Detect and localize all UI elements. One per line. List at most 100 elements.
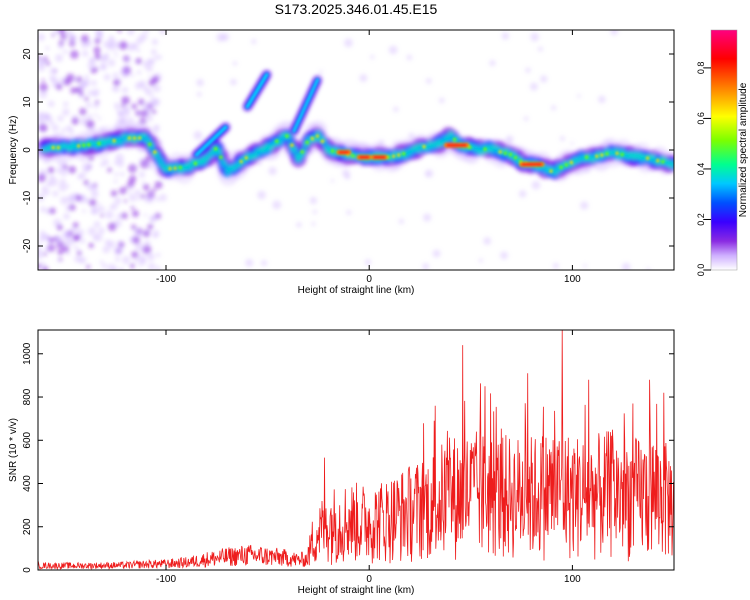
noise-blob bbox=[145, 114, 153, 122]
heatmap-core-layer bbox=[51, 72, 665, 173]
noise-blob bbox=[121, 108, 131, 118]
branch-core bbox=[223, 124, 228, 130]
noise-blob bbox=[115, 153, 124, 163]
noise-blob bbox=[143, 213, 147, 217]
noise-blob bbox=[65, 125, 72, 132]
noise-blob bbox=[38, 55, 41, 61]
colorbar-tick-label: 0.6 bbox=[696, 112, 706, 125]
ridge-core bbox=[112, 138, 116, 143]
noise-blob bbox=[113, 102, 120, 109]
ridge-core bbox=[351, 153, 355, 158]
ridge-band bbox=[124, 138, 129, 143]
noise-blob bbox=[52, 190, 59, 197]
noise-blob bbox=[112, 41, 120, 49]
noise-blob bbox=[114, 256, 121, 262]
ridge-band bbox=[253, 151, 259, 156]
noise-blob bbox=[59, 167, 69, 177]
noise-blob bbox=[99, 260, 104, 264]
noise-blob bbox=[72, 234, 80, 242]
noise-blob bbox=[75, 194, 82, 202]
noise-blob bbox=[149, 98, 159, 108]
noise-blob bbox=[100, 65, 106, 71]
noise-blob bbox=[570, 141, 574, 145]
noise-blob bbox=[478, 258, 483, 263]
noise-blob bbox=[65, 205, 72, 212]
noise-blob bbox=[43, 252, 47, 257]
ridge-core bbox=[569, 160, 574, 165]
noise-blob bbox=[55, 83, 63, 91]
ridge-band bbox=[164, 168, 169, 173]
noise-blob bbox=[148, 58, 156, 66]
noise-blob bbox=[74, 255, 81, 263]
noise-blob bbox=[87, 61, 97, 71]
noise-blob bbox=[49, 238, 54, 243]
noise-blob bbox=[438, 97, 445, 104]
snr-series-line bbox=[38, 330, 674, 570]
ridge-band bbox=[146, 138, 151, 144]
noise-blob bbox=[88, 198, 97, 207]
noise-blob bbox=[41, 78, 45, 83]
noise-blob bbox=[66, 184, 70, 188]
noise-blob bbox=[131, 210, 139, 218]
noise-blob bbox=[42, 266, 49, 270]
noise-blob bbox=[120, 212, 128, 220]
noise-blob bbox=[122, 255, 131, 265]
noise-blob bbox=[135, 57, 142, 65]
ridge-band bbox=[413, 147, 418, 152]
noise-blob bbox=[131, 103, 138, 110]
noise-blob bbox=[147, 262, 156, 270]
ridge-band bbox=[477, 147, 482, 151]
x-tick-label: -100 bbox=[156, 574, 176, 585]
noise-blob bbox=[72, 222, 79, 229]
ridge-band bbox=[509, 155, 515, 161]
colorbar-gradient bbox=[710, 29, 738, 271]
noise-blob bbox=[38, 112, 44, 118]
ridge-band bbox=[156, 157, 162, 162]
noise-blob bbox=[134, 259, 138, 263]
y-tick-label: 200 bbox=[22, 518, 33, 535]
noise-blob bbox=[119, 187, 127, 195]
ridge-core bbox=[290, 143, 294, 147]
y-tick-label: 800 bbox=[22, 388, 33, 405]
noise-blob bbox=[48, 174, 55, 181]
noise-blob bbox=[81, 50, 89, 57]
noise-blob bbox=[432, 249, 441, 258]
noise-blob bbox=[114, 172, 119, 177]
noise-blob bbox=[60, 196, 69, 205]
ridge-core bbox=[178, 165, 183, 170]
noise-blob bbox=[70, 50, 79, 59]
noise-blob bbox=[38, 250, 43, 260]
noise-blob bbox=[47, 100, 55, 108]
noise-blob bbox=[45, 113, 51, 118]
noise-blob bbox=[121, 96, 130, 105]
noise-blob bbox=[63, 213, 70, 220]
noise-blob bbox=[144, 87, 153, 96]
noise-blob bbox=[86, 264, 91, 269]
noise-blob bbox=[153, 233, 158, 239]
noise-blob bbox=[130, 237, 134, 241]
noise-blob bbox=[319, 70, 323, 74]
noise-blob bbox=[130, 73, 135, 77]
noise-blob bbox=[110, 190, 118, 197]
noise-blob bbox=[232, 61, 238, 66]
noise-blob bbox=[138, 264, 143, 268]
noise-blob bbox=[49, 67, 57, 75]
ridge-band bbox=[237, 163, 242, 168]
ridge-band bbox=[437, 139, 441, 143]
ridge-band bbox=[142, 133, 147, 138]
ridge-core bbox=[549, 169, 553, 173]
noise-blob bbox=[57, 248, 64, 256]
noise-blob bbox=[82, 78, 91, 87]
ridge-band bbox=[188, 165, 193, 170]
noise-blob bbox=[132, 164, 138, 170]
noise-blob bbox=[70, 87, 77, 94]
ridge-band bbox=[625, 155, 630, 160]
ridge-core bbox=[168, 166, 172, 171]
noise-blob bbox=[111, 86, 117, 92]
noise-blob bbox=[406, 54, 413, 61]
ridge-core bbox=[219, 155, 223, 159]
ridge-band bbox=[245, 152, 249, 157]
noise-blob bbox=[155, 197, 160, 202]
